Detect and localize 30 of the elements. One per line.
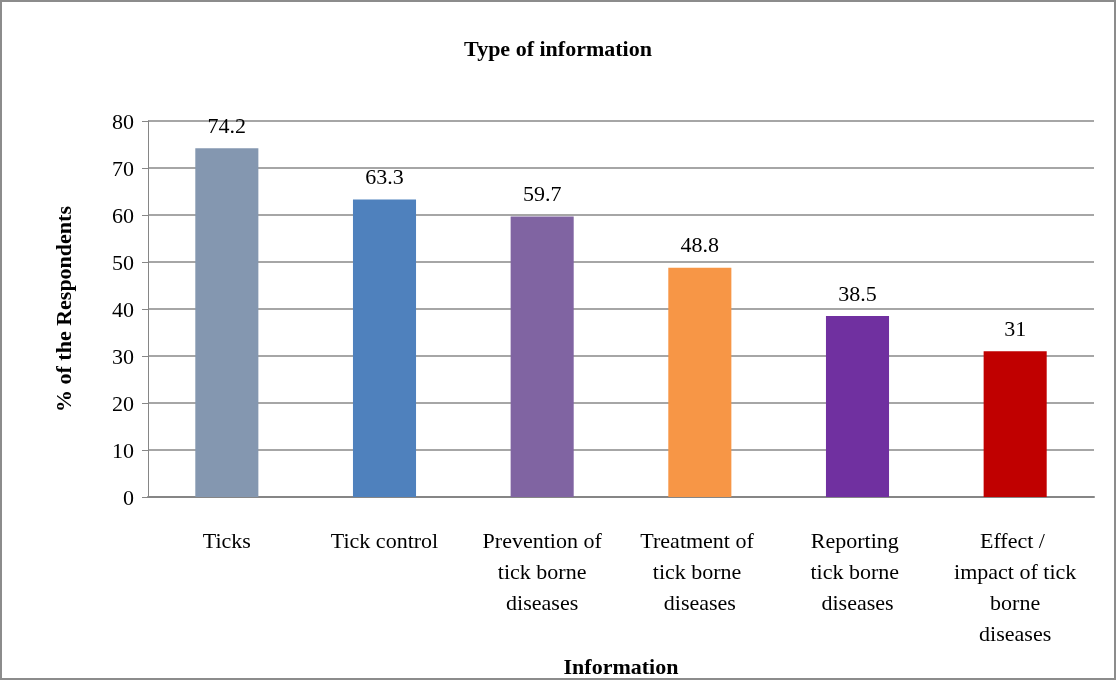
x-tick-label: Reporting tick borne diseases <box>810 528 905 615</box>
bar <box>668 267 732 497</box>
x-tick-label: Prevention of tick borne diseases <box>482 528 603 615</box>
y-tick-label: 30 <box>112 343 134 369</box>
data-label: 59.7 <box>522 180 562 206</box>
y-tick-label: 0 <box>123 484 134 510</box>
bar <box>510 216 574 497</box>
y-tick-label: 70 <box>112 155 134 181</box>
x-tick-label: Tick control <box>330 528 439 553</box>
y-tick-label: 80 <box>112 108 134 134</box>
x-axis-title: Information <box>563 653 679 679</box>
y-tick-label: 40 <box>112 296 134 322</box>
data-label: 38.5 <box>838 280 877 306</box>
y-tick-label: 20 <box>112 390 134 416</box>
data-label: 48.8 <box>680 232 720 258</box>
x-tick-label: Effect / impact of tick borne diseases <box>954 528 1077 646</box>
x-tick-label: Treatment of tick borne diseases <box>640 528 760 615</box>
y-tick-label: 50 <box>112 249 134 275</box>
y-tick-label: 10 <box>112 437 134 463</box>
y-tick-label: 60 <box>112 202 134 228</box>
bar <box>195 148 259 497</box>
chart-title: Type of information <box>464 35 652 61</box>
data-label: 31 <box>1004 315 1027 341</box>
data-label: 74.2 <box>207 112 247 138</box>
x-tick-label: Ticks <box>202 528 251 553</box>
bar <box>352 199 417 497</box>
y-axis-title: % of the Respondents <box>50 205 76 412</box>
bar <box>983 351 1047 497</box>
bar <box>825 316 890 497</box>
data-label: 63.3 <box>365 163 404 189</box>
